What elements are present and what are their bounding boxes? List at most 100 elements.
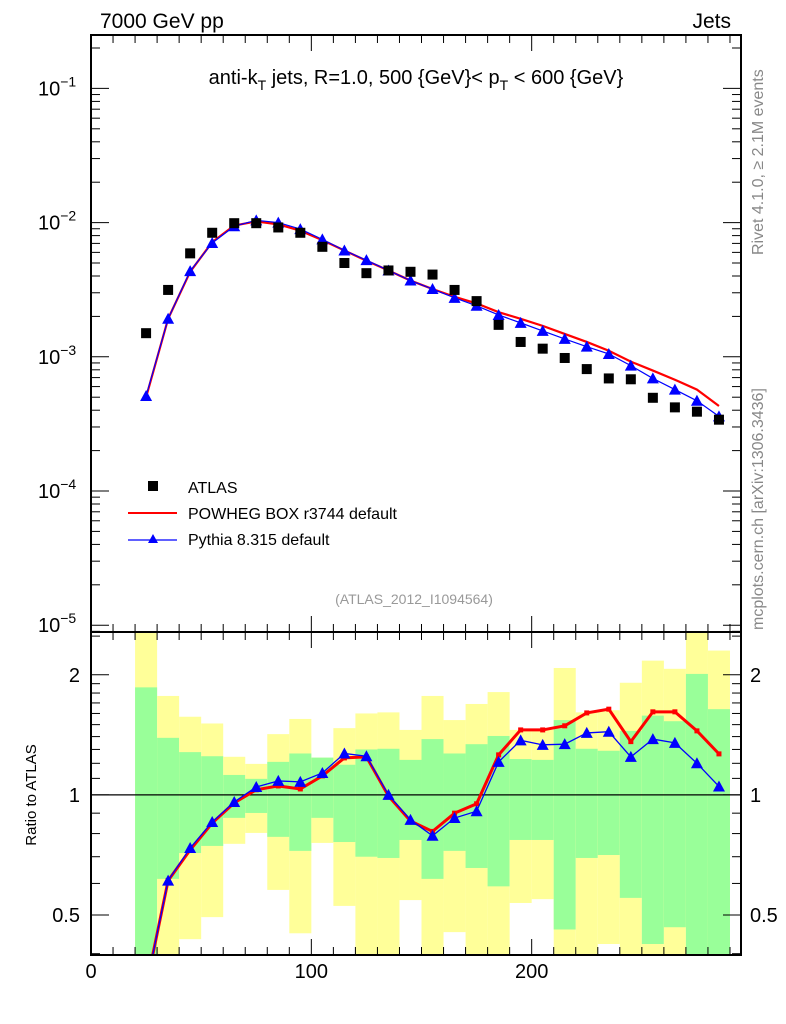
title-part: < 600 {GeV} [508,67,623,89]
main-pythia-point [514,316,527,328]
main-atlas-point [273,222,284,233]
ratio-powheg-point [606,706,612,712]
ratio-powheg-point [716,751,722,757]
green-band-bin [333,764,356,843]
y-tick-base: 10 [38,615,60,637]
ratio-pythia-point [712,780,725,792]
ratio-y-tick-label-left: 2 [69,665,80,687]
ratio-powheg-point [540,727,546,733]
ratio-ylabel: Ratio to ATLAS [23,744,40,845]
legend-atlas-label: ATLAS [188,480,238,497]
main-atlas-point [669,402,680,413]
green-band-bin [553,720,576,930]
main-pythia-point [426,283,439,295]
legend-powheg-label: POWHEG BOX r3744 default [188,506,398,523]
legend-pythia-label: Pythia 8.315 default [188,532,330,549]
y-tick-label: 10−1 [38,73,76,100]
y-tick-exponent: −4 [60,476,76,492]
title-part: jets, R=1.0, 500 {GeV}< p [266,67,500,89]
y-tick-label: 10−2 [38,208,76,235]
main-atlas-point [361,268,372,279]
y-tick-label: 10−3 [38,342,76,369]
main-pythia-point [580,340,593,352]
ratio-powheg-point [275,783,281,789]
plot-title: anti-kT jets, R=1.0, 500 {GeV}< pT < 600… [209,67,624,93]
main-pythia-point [162,312,175,324]
main-atlas-point [471,296,482,307]
ratio-pythia-point [162,874,175,886]
green-band-bin [641,715,664,945]
ratio-powheg-point [297,786,303,792]
ratio-y-tick-label-right: 1 [750,785,761,807]
ratio-pythia-point [558,738,571,750]
green-band-bin [135,687,158,955]
green-band-bin [575,748,598,858]
ratio-y-tick-label-right: 0.5 [750,905,778,927]
ratio-powheg-point [628,739,634,745]
main-pythia-point [668,383,681,395]
green-band-bin [355,749,378,857]
main-atlas-point [383,265,394,276]
ratio-powheg-point [496,752,502,758]
green-band-bin [179,752,202,854]
green-band-bin [377,748,400,858]
ratio-pythia-point [668,736,681,748]
ratio-pythia-point [646,733,659,745]
main-atlas-point [317,241,328,252]
header-left: 7000 GeV pp [100,10,224,33]
ratio-pythia-point [272,774,285,786]
main-atlas-point [603,373,614,384]
green-band-bin [531,759,554,840]
main-atlas-point [515,336,526,347]
main-atlas-point [185,248,196,259]
main-pythia-point [602,347,615,359]
x-tick-label: 200 [515,961,548,983]
main-pythia-point [448,291,461,303]
ratio-pythia-point [294,775,307,787]
ratio-lines [151,706,725,955]
main-pythia-point [558,332,571,344]
header-right: Jets [692,10,731,33]
main-pythia-point [184,265,197,277]
green-band-bin [267,761,290,837]
main-pythia-point [404,274,417,286]
title-part: anti-k [209,67,259,89]
main-atlas-point [581,364,592,375]
legend-pythia-marker [148,534,158,543]
ratio-pythia-point [602,725,615,737]
ratio-pythia-point [316,766,329,778]
main-marks [140,214,725,425]
title-sub: T [500,77,509,93]
main-atlas-point [163,284,174,295]
ratio-powheg-point [584,710,590,716]
main-atlas-point [339,258,350,269]
main-atlas-point [713,414,724,425]
y-tick-base: 10 [38,213,60,235]
ratio-powheg-point [518,727,524,733]
y-tick-exponent: −5 [60,610,76,626]
main-atlas-point [625,374,636,385]
legend-atlas-marker [148,481,158,491]
y-tick-base: 10 [38,78,60,100]
green-band-bin [685,673,708,955]
ratio-powheg-point [562,723,568,729]
y-tick-base: 10 [38,481,60,503]
ratio-pythia-point [404,813,417,825]
main-atlas-point [141,328,152,339]
main-atlas-point [251,218,262,229]
main-atlas-point [229,218,240,229]
ratio-pythia-point [690,757,703,769]
main-atlas-point [493,319,504,330]
y-tick-label: 10−4 [38,476,76,503]
y-tick-base: 10 [38,347,60,369]
ratio-powheg-point [672,709,678,715]
side-text-top: Rivet 4.1.0, ≥ 2.1M events [750,69,767,255]
ratio-pythia-point [448,812,461,824]
green-band-bin [619,730,642,898]
ratio-pythia-point [338,747,351,759]
main-pythia-point [624,359,637,371]
legend: ATLAS POWHEG BOX r3744 default Pythia 8.… [128,480,398,549]
ratio-pythia-point [536,738,549,750]
